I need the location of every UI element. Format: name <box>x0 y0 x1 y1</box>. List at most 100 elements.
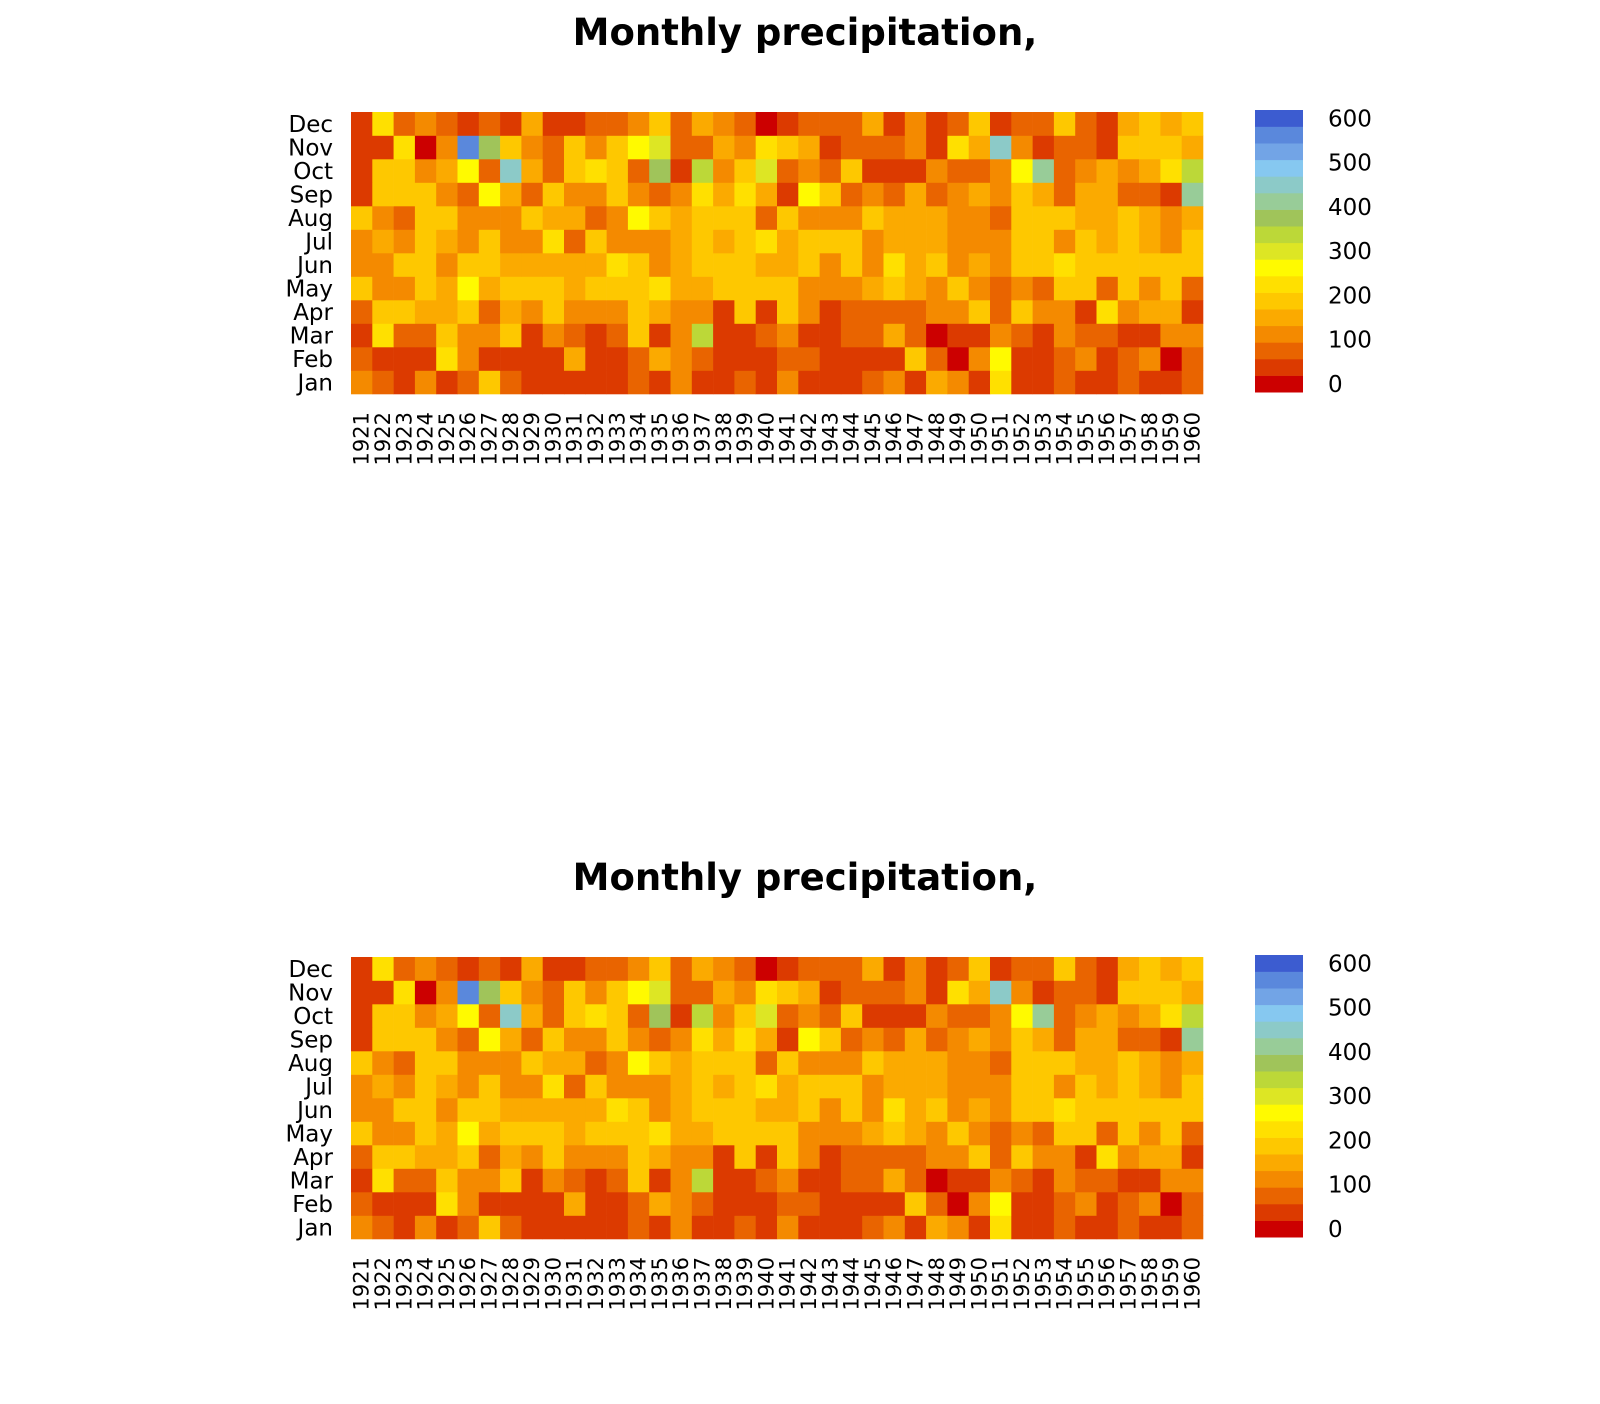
legend-swatch <box>1255 242 1303 260</box>
heatmap-cell <box>691 182 714 207</box>
heatmap-cell <box>1160 1098 1182 1122</box>
heatmap-cell <box>1032 1098 1055 1122</box>
heatmap-cell <box>1096 1004 1119 1028</box>
y-tick-label: Oct <box>293 159 333 185</box>
heatmap-cell <box>649 206 671 230</box>
heatmap-cell <box>1139 159 1161 183</box>
heatmap-cell <box>1096 1121 1119 1146</box>
heatmap-cell <box>1053 253 1076 277</box>
heatmap-cell <box>1096 253 1119 277</box>
heatmap-cell <box>649 1168 671 1193</box>
heatmap-cell <box>627 1027 650 1052</box>
heatmap-cell <box>755 1051 778 1075</box>
heatmap-cell <box>713 229 735 254</box>
heatmap-cell <box>542 323 565 348</box>
heatmap-cell <box>500 1098 522 1122</box>
heatmap-cell <box>819 1215 842 1240</box>
x-tick-label: 1932 <box>584 1257 608 1310</box>
heatmap-cell <box>947 206 969 230</box>
x-tick-label: 1942 <box>797 1257 821 1310</box>
heatmap-cell <box>564 347 586 371</box>
heatmap-cell <box>627 957 650 981</box>
heatmap-cell <box>777 1004 799 1028</box>
heatmap-cell <box>1053 1051 1076 1075</box>
heatmap-cell <box>670 229 693 254</box>
heatmap-cell <box>521 1121 543 1146</box>
heatmap-cell <box>1160 1145 1182 1169</box>
heatmap-cell <box>1053 1168 1076 1193</box>
heatmap-cell <box>1117 1168 1140 1193</box>
heatmap-cell <box>1011 1192 1033 1216</box>
heatmap-cell <box>798 112 820 136</box>
heatmap-cell <box>606 1098 629 1122</box>
heatmap-cell <box>521 300 543 324</box>
heatmap-cell <box>1032 980 1055 1005</box>
heatmap-cell <box>755 957 778 981</box>
heatmap-cell <box>926 323 948 348</box>
legend-tick-label: 300 <box>1328 1084 1372 1110</box>
heatmap-cell <box>627 253 650 277</box>
heatmap-cell <box>627 347 650 371</box>
heatmap-cell <box>926 1051 948 1075</box>
heatmap-cell <box>798 276 820 301</box>
heatmap-cell <box>500 1074 522 1099</box>
heatmap-cell <box>734 1027 756 1052</box>
heatmap-cell <box>521 370 543 395</box>
heatmap-cell <box>819 1004 842 1028</box>
heatmap-cell <box>713 347 735 371</box>
heatmap-cell <box>1096 1215 1119 1240</box>
heatmap-cell <box>798 1051 820 1075</box>
heatmap-cell <box>521 182 543 207</box>
heatmap-cell <box>1011 980 1033 1005</box>
heatmap-cell <box>542 135 565 160</box>
heatmap-cell <box>1011 1215 1033 1240</box>
heatmap-cell <box>351 957 373 981</box>
heatmap-cell <box>670 1074 693 1099</box>
heatmap-cell <box>414 1027 437 1052</box>
heatmap-cell <box>947 323 969 348</box>
heatmap-cell <box>1139 1121 1161 1146</box>
x-tick-label: 1938 <box>712 412 736 465</box>
heatmap-cell <box>798 1121 820 1146</box>
heatmap-cell <box>1160 323 1182 348</box>
heatmap-cell <box>990 253 1012 277</box>
x-tick-label: 1950 <box>967 412 991 465</box>
heatmap-cell <box>883 1215 906 1240</box>
heatmap-cell <box>1160 980 1182 1005</box>
heatmap-cell <box>691 1051 714 1075</box>
heatmap-cell <box>564 300 586 324</box>
heatmap-cell <box>414 253 437 277</box>
heatmap-cell <box>734 347 756 371</box>
heatmap-cell <box>1011 253 1033 277</box>
heatmap-cell <box>1139 135 1161 160</box>
heatmap-cell <box>1075 1215 1097 1240</box>
heatmap-cell <box>840 182 863 207</box>
heatmap-cell <box>414 1192 437 1216</box>
x-tick-label: 1934 <box>627 412 651 465</box>
heatmap-cell <box>926 1027 948 1052</box>
heatmap-cell <box>819 1121 842 1146</box>
heatmap-cell <box>606 159 629 183</box>
heatmap-cell <box>691 370 714 395</box>
heatmap-cell <box>819 1051 842 1075</box>
heatmap-cell <box>478 1004 501 1028</box>
heatmap-cell <box>883 957 906 981</box>
heatmap-cell <box>777 300 799 324</box>
heatmap-cell <box>862 323 884 348</box>
heatmap-cell <box>840 135 863 160</box>
x-tick-label: 1954 <box>1053 412 1077 465</box>
heatmap-cell <box>1075 253 1097 277</box>
heatmap-cell <box>670 1215 693 1240</box>
x-tick-label: 1930 <box>541 412 565 465</box>
heatmap-cell <box>393 1145 416 1169</box>
heatmap-cell <box>883 112 906 136</box>
heatmap-cell <box>1032 1145 1055 1169</box>
heatmap-cell <box>1011 1168 1033 1193</box>
heatmap-cell <box>840 112 863 136</box>
heatmap-cell <box>1032 159 1055 183</box>
heatmap-cell <box>606 229 629 254</box>
heatmap-cell <box>606 1121 629 1146</box>
heatmap-cell <box>883 980 906 1005</box>
heatmap-cell <box>1160 182 1182 207</box>
heatmap-cell <box>840 1215 863 1240</box>
